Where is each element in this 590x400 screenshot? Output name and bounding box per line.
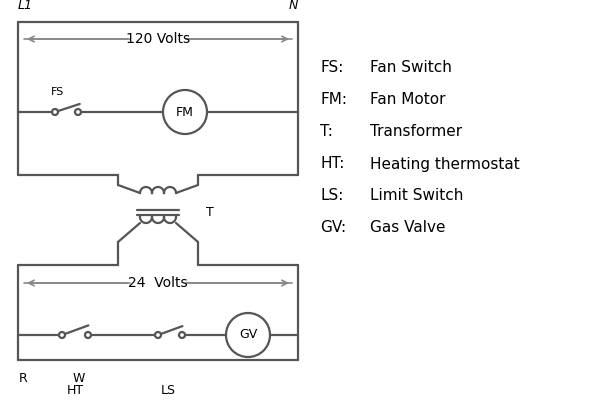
Text: Heating thermostat: Heating thermostat <box>370 156 520 172</box>
Text: FM: FM <box>176 106 194 118</box>
Circle shape <box>52 109 58 115</box>
Text: L1: L1 <box>18 0 33 12</box>
Text: HT:: HT: <box>320 156 345 172</box>
Text: LS: LS <box>160 384 175 397</box>
Text: 24  Volts: 24 Volts <box>128 276 188 290</box>
Text: Fan Switch: Fan Switch <box>370 60 452 76</box>
Text: Transformer: Transformer <box>370 124 462 140</box>
Circle shape <box>163 90 207 134</box>
Text: FS: FS <box>51 87 64 97</box>
Text: T: T <box>206 206 214 219</box>
Text: Limit Switch: Limit Switch <box>370 188 463 204</box>
Text: LS:: LS: <box>320 188 343 204</box>
Text: R: R <box>19 372 27 385</box>
Circle shape <box>155 332 161 338</box>
Circle shape <box>75 109 81 115</box>
Text: W: W <box>73 372 85 385</box>
Circle shape <box>85 332 91 338</box>
Text: T:: T: <box>320 124 333 140</box>
Text: Fan Motor: Fan Motor <box>370 92 445 108</box>
Text: 120 Volts: 120 Volts <box>126 32 190 46</box>
Text: GV:: GV: <box>320 220 346 236</box>
Text: HT: HT <box>67 384 84 397</box>
Circle shape <box>179 332 185 338</box>
Text: FS:: FS: <box>320 60 343 76</box>
Text: FM:: FM: <box>320 92 347 108</box>
Circle shape <box>226 313 270 357</box>
Text: GV: GV <box>239 328 257 342</box>
Text: N: N <box>289 0 298 12</box>
Text: Gas Valve: Gas Valve <box>370 220 445 236</box>
Circle shape <box>59 332 65 338</box>
